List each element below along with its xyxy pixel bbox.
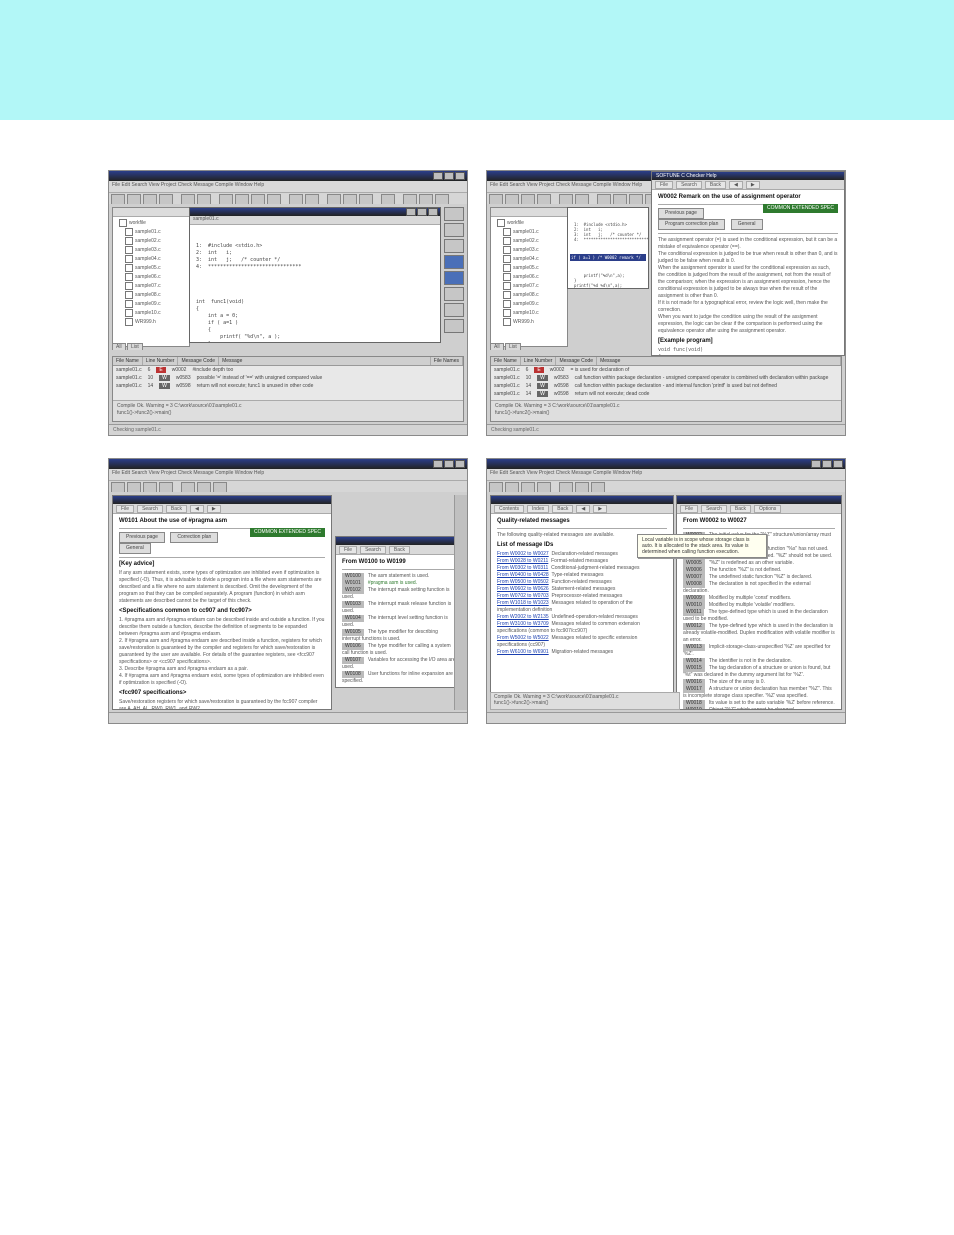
tooltip-callout: Local variable is in scope whose storage… [637, 534, 767, 558]
page-banner [0, 0, 954, 120]
help-right-list: FileSearchBack From W0100 to W0199 W0100… [335, 536, 464, 688]
message-list[interactable]: File Name Line Number Message Code Messa… [112, 356, 464, 422]
screenshot-grid: File Edit Search View Project Check Mess… [108, 170, 846, 746]
statusbar: Checking sample01.c [109, 424, 467, 435]
msg-entry[interactable]: W0009Modified by multiple 'const' modifi… [683, 595, 835, 602]
code-editor[interactable]: sample01.c 1: #include <stdio.h> 2: int … [189, 207, 441, 343]
msg-entry[interactable]: W0010Modified by multiple 'volatile' mod… [683, 602, 835, 609]
editor-body-code: int func1(void) { int a = 0; if ( a=1 ) … [196, 299, 434, 343]
help-btn-plan[interactable]: Program correction plan [658, 219, 725, 230]
msg-entry[interactable]: W0007The undefined static function "%Z" … [683, 574, 835, 581]
quality-left: ContentsIndexBack◀▶ Quality-related mess… [490, 495, 674, 693]
quality-right: FileSearchBackOptions From W0002 to W002… [676, 495, 842, 710]
editor-tabs[interactable]: sample01.c [190, 216, 440, 225]
msg-entry[interactable]: W0015The tag declaration of a structure … [683, 665, 835, 679]
statusbar: Checking sample01.c [487, 424, 845, 435]
window-menubar[interactable]: File Edit Search View Project Check Mess… [109, 181, 467, 193]
message-row[interactable]: sample01.c 10 W w0583 possible '=' inste… [113, 374, 463, 382]
msg-entry[interactable]: W0008The declaration is not specified in… [683, 581, 835, 595]
message-row[interactable]: sample01.c 6 E w0002 #include depth too [113, 366, 463, 374]
help-heading: W0002 Remark on the use of assignment op… [658, 194, 838, 201]
msg-entry[interactable]: W0014The identifier is not in the declar… [683, 658, 835, 665]
screenshot-quality-messages: File Edit Search View Project Check Mess… [486, 458, 846, 724]
msg-entry[interactable]: W0005"%Z" is redefined as an other varia… [683, 560, 835, 567]
tree-tabs[interactable]: All List [490, 343, 562, 353]
msg-entry[interactable]: W0019Object "%Z" which cannot be changed… [683, 707, 835, 710]
help-tabs[interactable]: File Search Back ◀ ▶ [652, 180, 844, 190]
help-btn-prev[interactable]: Previous page [658, 208, 704, 219]
message-row[interactable]: sample01.c 14 W w0598 return will not ex… [113, 382, 463, 390]
tree-tabs[interactable]: All List [112, 343, 184, 353]
project-tree[interactable]: workfile sample01.c sample02.c sample03.… [490, 207, 568, 347]
message-header: File Name Line Number Message Code Messa… [491, 357, 841, 366]
msg-entry[interactable]: W0012The type-defined type which is used… [683, 623, 835, 644]
help-btn-general[interactable]: General [731, 219, 763, 230]
message-header: File Name Line Number Message Code Messa… [113, 357, 463, 366]
screenshot-ide-help: File Edit Search View Project Check Mess… [486, 170, 846, 436]
message-footer: Compile Ok. Warning = 3 C:\work\source\0… [113, 400, 463, 421]
window-titlebar[interactable] [109, 171, 467, 181]
help-titlebar[interactable]: SOFTUNE C Checker Help [652, 172, 844, 180]
code-editor-small[interactable]: 1: #include <stdio.h> 2: int i; 3: int j… [567, 207, 649, 289]
screenshot-ide-edit: File Edit Search View Project Check Mess… [108, 170, 468, 436]
msg-entry[interactable]: W0018Its value is set to the auto variab… [683, 700, 835, 707]
help-badge: COMMON EXTENDED SPEC [763, 204, 838, 213]
help-panel: SOFTUNE C Checker Help File Search Back … [651, 171, 845, 356]
msg-entry[interactable]: W0016The size of the array is 0. [683, 679, 835, 686]
msg-entry[interactable]: W0017A structure or union declaration ha… [683, 686, 835, 700]
message-list[interactable]: File Name Line Number Message Code Messa… [490, 356, 842, 422]
msg-entry[interactable]: W0011The type-defined type which is used… [683, 609, 835, 623]
project-tree[interactable]: workfile sample01.c sample02.c sample03.… [112, 207, 190, 347]
msg-entry[interactable]: W0006The function "%Z" is not defined. [683, 567, 835, 574]
msg-entry[interactable]: W0013Implicit-storage-class-unspecified … [683, 644, 835, 658]
help-left: FileSearchBack◀▶ W0101 About the use of … [112, 495, 332, 710]
editor-header-code: 1: #include <stdio.h> 2: int i; 3: int j… [196, 243, 434, 271]
screenshot-help-w0101: File Edit Search View Project Check Mess… [108, 458, 468, 724]
side-buttons[interactable] [444, 207, 464, 333]
